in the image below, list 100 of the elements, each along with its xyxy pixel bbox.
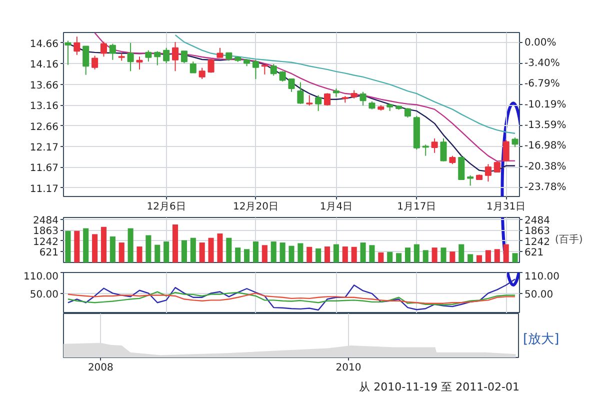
y-tick-label: 14.66	[30, 38, 59, 50]
bar	[476, 255, 482, 262]
bar	[65, 230, 71, 262]
bar	[83, 228, 89, 262]
candlestick	[324, 92, 331, 106]
bar	[306, 246, 312, 262]
y-tick-label: 2484	[33, 216, 59, 226]
bar	[404, 248, 411, 262]
text: [放大]	[523, 331, 560, 349]
y-tick-label: 13.66	[30, 80, 59, 92]
candlestick	[154, 50, 161, 66]
bar	[146, 235, 152, 262]
candlestick	[315, 94, 322, 112]
x-tick-label: 2010	[336, 362, 362, 374]
bar	[468, 254, 474, 262]
bar	[351, 246, 357, 262]
y2-tick-label: 2484	[524, 216, 550, 226]
bar	[387, 252, 393, 262]
bar	[181, 240, 187, 262]
bar	[235, 248, 241, 262]
bar	[458, 244, 464, 262]
bar	[450, 252, 456, 262]
bar	[270, 241, 276, 262]
candlestick	[467, 174, 474, 186]
bar	[316, 248, 322, 262]
y-tick-label: 1242	[33, 236, 59, 248]
candlestick	[494, 160, 500, 173]
y-tick-label: 50.00	[30, 290, 59, 301]
candlestick	[64, 40, 72, 66]
y-tick-label: 621	[39, 248, 59, 259]
bar	[199, 242, 205, 262]
candlestick	[208, 58, 214, 74]
candlestick	[297, 82, 304, 104]
y2-tick-label: -13.59%	[524, 120, 566, 132]
y-tick-label: 1863	[33, 226, 59, 238]
candlestick	[306, 94, 313, 106]
candlestick	[440, 138, 447, 162]
y2-axis-title: (百手)	[554, 234, 583, 246]
candlestick	[360, 91, 366, 106]
bar	[208, 238, 214, 262]
candlestick	[512, 137, 518, 148]
candlestick	[458, 155, 465, 180]
y2-tick-label: -20.38%	[524, 161, 566, 172]
candlestick	[279, 70, 286, 82]
candlestick	[484, 164, 492, 182]
bar	[342, 246, 348, 262]
bar	[128, 228, 134, 262]
bar	[154, 244, 160, 262]
bar	[414, 244, 420, 262]
candlestick	[190, 61, 196, 74]
bar	[280, 242, 286, 262]
x-tick-label: 1月17日	[397, 202, 436, 212]
bar	[494, 249, 500, 262]
bar	[190, 238, 196, 262]
bar	[485, 250, 491, 262]
bar	[378, 252, 384, 262]
candlestick	[198, 67, 206, 80]
y-tick-label: 13.16	[30, 101, 59, 112]
y2-tick-label: 1863	[524, 226, 550, 238]
x-tick-label: 1月31日	[486, 202, 526, 212]
x-tick-label: 12月6日	[146, 202, 186, 212]
y2-tick-label: -10.19%	[524, 99, 566, 110]
bar	[100, 226, 107, 262]
bar	[422, 250, 428, 262]
y2-tick-label: 1242	[524, 236, 550, 248]
y2-tick-label: 50.00	[524, 290, 554, 301]
candlestick	[270, 64, 277, 76]
bar	[288, 246, 294, 262]
y-tick-label: 12.17	[30, 142, 59, 154]
y2-tick-label: -16.98%	[524, 140, 566, 152]
bar	[360, 242, 366, 262]
bar	[172, 224, 178, 262]
bar	[262, 245, 268, 262]
bar	[226, 238, 232, 262]
y-tick-label: 14.16	[30, 60, 59, 71]
candlestick	[180, 50, 188, 64]
text: 从 2010-11-19 至 2011-02-01	[359, 380, 520, 394]
bar	[432, 248, 438, 262]
candlestick	[109, 43, 116, 60]
y2-tick-label: 110.00	[524, 272, 560, 282]
bar	[298, 243, 304, 262]
bar	[333, 244, 339, 262]
y2-tick-label: 0.00%	[524, 37, 556, 48]
candlestick	[172, 42, 179, 72]
bar	[92, 234, 98, 262]
y-tick-label: 11.17	[30, 184, 59, 195]
candlestick	[216, 47, 224, 58]
bar	[396, 253, 402, 262]
y2-tick-label: -6.79%	[524, 78, 560, 90]
bar	[118, 242, 124, 262]
y-tick-label: 110.00	[24, 272, 59, 282]
bar	[252, 241, 259, 262]
candlestick	[404, 108, 412, 118]
bar	[136, 246, 142, 262]
candlestick	[288, 78, 295, 92]
x-tick-label: 12月20日	[233, 202, 278, 212]
bar	[512, 253, 518, 262]
x-tick-label: 1月4日	[320, 202, 353, 212]
y2-tick-label: 621	[524, 248, 544, 259]
candlestick	[163, 47, 170, 64]
